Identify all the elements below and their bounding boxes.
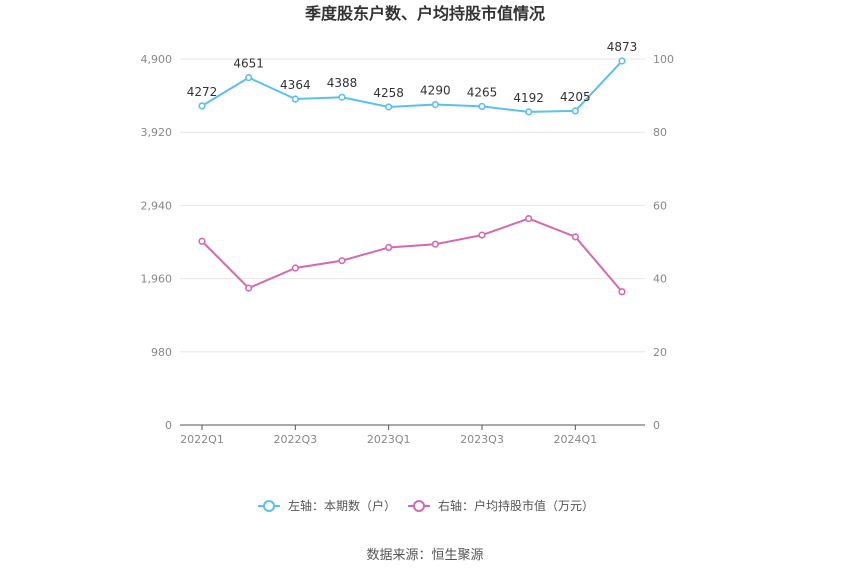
data-point[interactable] <box>198 102 206 110</box>
left-axis-tick-label: 1,960 <box>141 273 173 286</box>
data-label: 4651 <box>233 57 264 71</box>
data-label: 4364 <box>280 78 311 92</box>
data-point[interactable] <box>618 57 626 65</box>
data-source: 数据来源：恒生聚源 <box>366 548 483 563</box>
data-point[interactable] <box>571 233 579 241</box>
data-label: 4388 <box>327 76 358 90</box>
x-axis-tick-label: 2023Q3 <box>460 433 504 446</box>
x-axis-tick-label: 2022Q3 <box>274 433 318 446</box>
data-point[interactable] <box>385 243 393 252</box>
data-point[interactable] <box>478 231 486 239</box>
data-label: 4265 <box>467 85 498 99</box>
grid-lines <box>180 58 645 353</box>
x-axis-tick-label: 2022Q1 <box>180 433 224 446</box>
series-1 <box>198 214 626 296</box>
data-point[interactable] <box>338 93 346 101</box>
data-point[interactable] <box>291 264 299 272</box>
data-label: 4205 <box>560 90 591 104</box>
right-axis-tick-label: 60 <box>653 199 667 212</box>
data-point[interactable] <box>571 107 579 115</box>
data-point[interactable] <box>525 108 533 116</box>
legend-swatch-marker <box>413 500 425 512</box>
data-point[interactable] <box>525 214 533 223</box>
data-label: 4290 <box>420 84 451 98</box>
left-axis-tick-label: 980 <box>151 346 172 359</box>
data-label: 4873 <box>607 40 638 54</box>
data-point[interactable] <box>291 95 299 103</box>
right-axis-tick-label: 40 <box>653 273 667 286</box>
legend-label: 右轴：户均持股市值（万元） <box>438 498 594 513</box>
left-axis-tick-label: 3,920 <box>141 126 173 139</box>
axes: 0 0 980 20 1,960 40 2,940 60 3,920 80 4,900 100 2022… <box>141 53 675 446</box>
left-axis-tick-label: 4,900 <box>141 53 173 66</box>
data-label: 4192 <box>513 91 544 105</box>
series-line <box>201 217 623 293</box>
x-axis-tick-label: 2023Q1 <box>367 433 411 446</box>
series-line <box>201 60 623 113</box>
legend[interactable]: 左轴：本期数（户） 右轴：户均持股市值（万元） <box>258 498 594 513</box>
right-axis-tick-label: 80 <box>653 126 667 139</box>
right-axis-tick-label: 100 <box>653 53 674 66</box>
series: 4272 4651 4364 4388 4258 4290 4265 4192 4205 4873 <box>187 40 638 296</box>
data-point[interactable] <box>431 100 439 109</box>
right-axis-tick-label: 0 <box>653 419 660 432</box>
data-label: 4272 <box>187 85 218 99</box>
right-axis-tick-label: 20 <box>653 346 667 359</box>
left-axis-tick-label: 0 <box>165 419 172 432</box>
left-axis-tick-label: 2,940 <box>141 199 173 212</box>
data-point[interactable] <box>338 257 346 265</box>
data-point[interactable] <box>198 237 206 245</box>
data-point[interactable] <box>245 284 253 292</box>
legend-swatch-marker <box>263 500 275 512</box>
x-axis-tick-label: 2024Q1 <box>554 433 598 446</box>
data-point[interactable] <box>618 288 626 296</box>
legend-item-1[interactable]: 右轴：户均持股市值（万元） <box>408 498 594 513</box>
legend-item-0[interactable]: 左轴：本期数（户） <box>258 498 396 513</box>
data-point[interactable] <box>478 102 486 111</box>
series-0: 4272 4651 4364 4388 4258 4290 4265 4192 4205 4873 <box>187 40 638 116</box>
data-point[interactable] <box>385 103 393 111</box>
chart-title: 季度股东户数、户均持股市值情况 <box>304 4 545 23</box>
data-label: 4258 <box>373 86 404 100</box>
data-point[interactable] <box>431 240 439 248</box>
data-point[interactable] <box>245 73 253 82</box>
legend-label: 左轴：本期数（户） <box>288 498 396 513</box>
